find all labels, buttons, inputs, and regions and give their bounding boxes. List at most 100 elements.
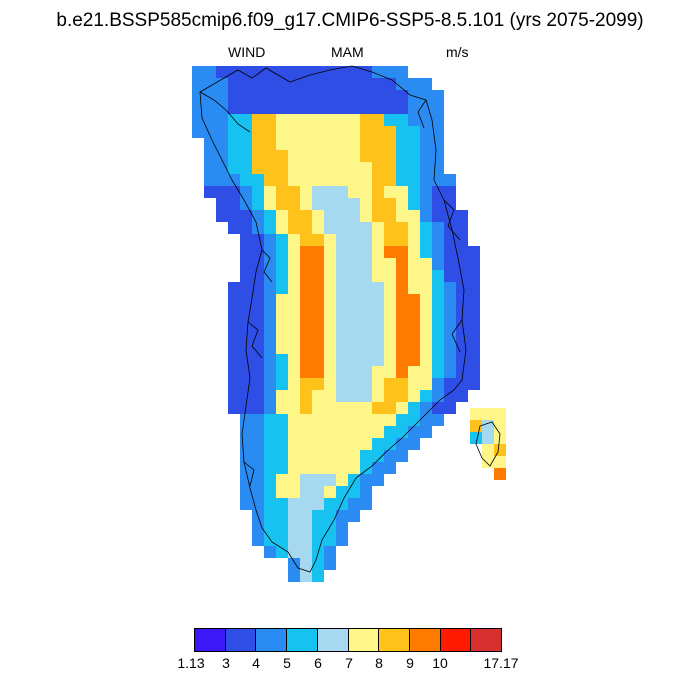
wind-cell (360, 138, 372, 150)
wind-cell (384, 126, 396, 138)
wind-cell (300, 162, 312, 174)
wind-cell (324, 294, 336, 306)
wind-cell (288, 270, 300, 282)
wind-cell (240, 438, 252, 450)
wind-cell (312, 234, 324, 246)
wind-cell (432, 390, 444, 402)
wind-cell (288, 390, 300, 402)
colorbar (194, 628, 502, 652)
wind-cell (408, 234, 420, 246)
wind-cell (324, 558, 336, 570)
wind-cell (384, 462, 396, 474)
wind-cell (336, 462, 348, 474)
wind-cell (456, 222, 468, 234)
wind-cell (396, 174, 408, 186)
wind-cell (360, 378, 372, 390)
wind-cell (384, 198, 396, 210)
wind-cell (384, 66, 396, 78)
wind-cell (444, 342, 456, 354)
wind-cell (444, 402, 456, 414)
wind-cell (216, 186, 228, 198)
wind-cell (300, 330, 312, 342)
wind-cell (348, 414, 360, 426)
wind-cell (468, 354, 480, 366)
wind-cell (300, 318, 312, 330)
wind-cell (312, 414, 324, 426)
wind-cell (432, 306, 444, 318)
wind-cell (396, 150, 408, 162)
wind-cell (276, 366, 288, 378)
wind-cell (264, 174, 276, 186)
wind-cell (312, 294, 324, 306)
wind-cell (482, 420, 494, 432)
wind-cell (372, 162, 384, 174)
wind-cell (324, 66, 336, 78)
wind-cell (432, 282, 444, 294)
wind-cell (324, 474, 336, 486)
wind-cell (324, 90, 336, 102)
wind-cell (420, 246, 432, 258)
wind-cell (348, 354, 360, 366)
wind-cell (240, 174, 252, 186)
wind-cell (336, 498, 348, 510)
wind-cell (396, 102, 408, 114)
wind-cell (300, 270, 312, 282)
wind-cell (432, 294, 444, 306)
wind-cell (240, 390, 252, 402)
wind-cell (288, 330, 300, 342)
wind-cell (288, 138, 300, 150)
wind-cell (360, 474, 372, 486)
wind-cell (336, 66, 348, 78)
wind-cell (372, 282, 384, 294)
wind-cell (252, 66, 264, 78)
wind-cell (312, 498, 324, 510)
wind-cell (240, 222, 252, 234)
wind-cell (228, 366, 240, 378)
wind-cell (288, 342, 300, 354)
wind-cell (240, 462, 252, 474)
wind-cell (336, 138, 348, 150)
colorbar-box (317, 629, 349, 651)
wind-cell (408, 186, 420, 198)
wind-cell (336, 114, 348, 126)
wind-cell (312, 186, 324, 198)
wind-cell (276, 306, 288, 318)
wind-cell (204, 138, 216, 150)
wind-cell (372, 294, 384, 306)
wind-cell (312, 318, 324, 330)
wind-cell (276, 414, 288, 426)
wind-cell (252, 486, 264, 498)
wind-cell (336, 366, 348, 378)
wind-cell (420, 342, 432, 354)
wind-cell (348, 426, 360, 438)
wind-cell (312, 138, 324, 150)
wind-cell (360, 342, 372, 354)
wind-cell (468, 378, 480, 390)
wind-cell (324, 426, 336, 438)
wind-cell (396, 258, 408, 270)
wind-cell (470, 408, 482, 420)
wind-cell (468, 366, 480, 378)
wind-cell (336, 318, 348, 330)
wind-cell (264, 426, 276, 438)
wind-cell (420, 126, 432, 138)
wind-cell (312, 330, 324, 342)
wind-cell (324, 186, 336, 198)
wind-cell (240, 78, 252, 90)
wind-cell (336, 150, 348, 162)
wind-cell (372, 438, 384, 450)
wind-cell (396, 450, 408, 462)
wind-cell (288, 294, 300, 306)
wind-cell (300, 90, 312, 102)
wind-cell (288, 282, 300, 294)
wind-cell (264, 462, 276, 474)
wind-cell (276, 198, 288, 210)
wind-cell (312, 558, 324, 570)
wind-cell (336, 198, 348, 210)
wind-cell (312, 474, 324, 486)
wind-cell (312, 378, 324, 390)
wind-cell (456, 246, 468, 258)
wind-cell (228, 282, 240, 294)
wind-cell (348, 438, 360, 450)
wind-cell (456, 270, 468, 282)
